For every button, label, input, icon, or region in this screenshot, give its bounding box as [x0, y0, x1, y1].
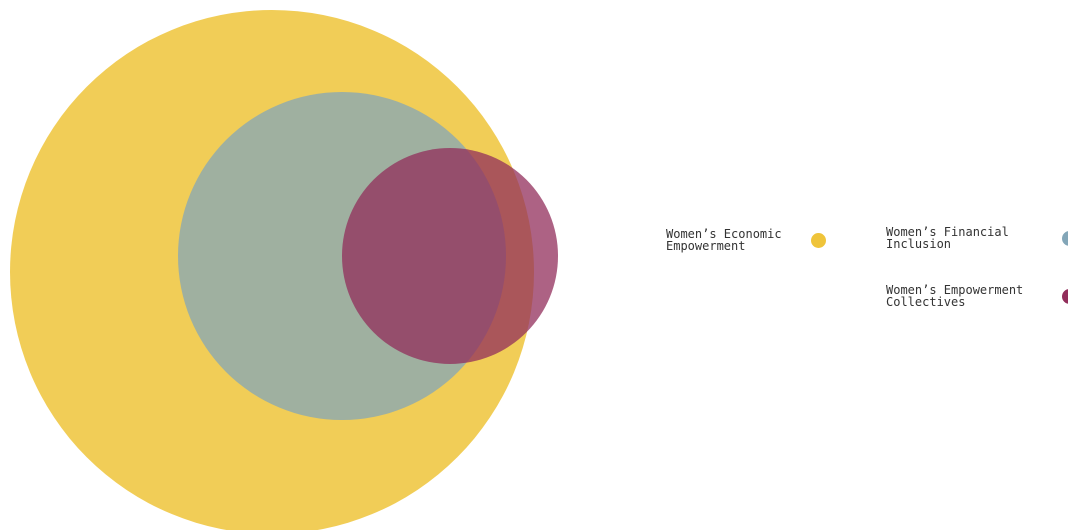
legend-dot-collectives — [1062, 288, 1068, 304]
circle-collectives — [342, 148, 558, 364]
venn-diagram — [10, 10, 558, 530]
legend-label-collectives: Women’s Empowerment Collectives — [886, 283, 1024, 309]
legend-label-financial: Women’s Financial Inclusion — [886, 225, 1009, 251]
legend-item-financial: Women’s Financial Inclusion — [886, 226, 1068, 250]
legend-dot-financial — [1062, 230, 1068, 246]
legend-dot-economic — [811, 232, 826, 248]
legend-item-collectives: Women’s Empowerment Collectives — [886, 284, 1068, 308]
legend-label-economic: Women’s Economic Empowerment — [666, 227, 782, 253]
legend-item-economic: Women’s Economic Empowerment — [666, 228, 826, 252]
